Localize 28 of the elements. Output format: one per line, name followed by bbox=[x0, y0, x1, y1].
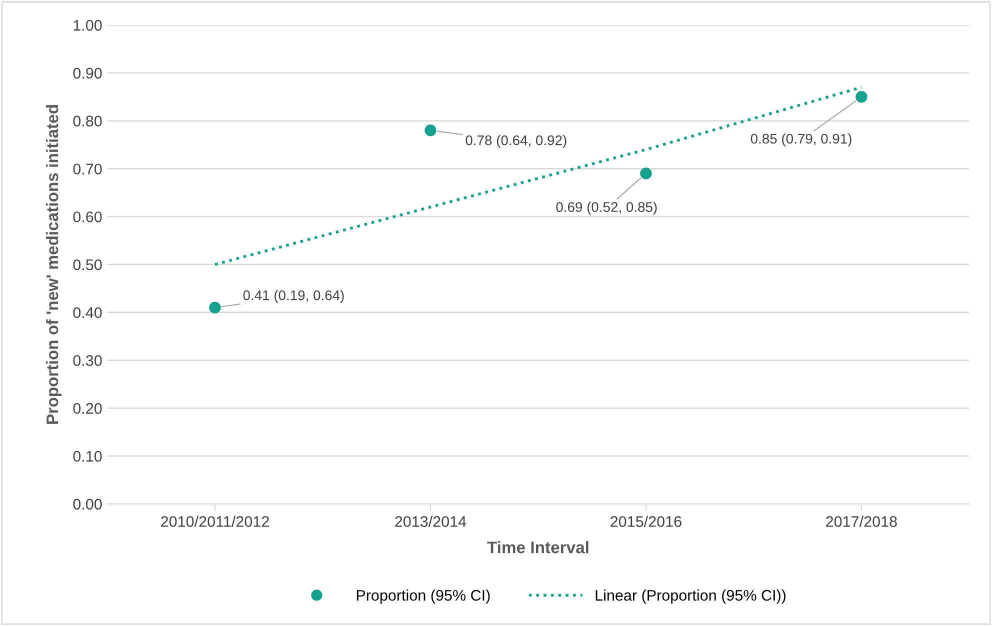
point bbox=[856, 91, 868, 103]
point bbox=[424, 124, 436, 136]
data-label: 0.69 (0.52, 0.85) bbox=[556, 202, 657, 215]
y-tick-label: 0.80 bbox=[73, 116, 102, 127]
data-label: 0.78 (0.64, 0.92) bbox=[466, 135, 566, 148]
x-tick-label: 2015/2016 bbox=[610, 516, 682, 527]
y-tick-label: 0.20 bbox=[73, 403, 102, 414]
x-tick-label: 2013/2014 bbox=[395, 516, 466, 527]
legend-label: Linear (Proportion (95% CI)) bbox=[596, 590, 786, 604]
y-tick-label: 0.40 bbox=[73, 307, 102, 318]
x-tick-label: 2010/2011/2012 bbox=[161, 516, 269, 527]
data-label: 0.85 (0.79, 0.91) bbox=[750, 133, 852, 146]
y-tick-label: 0.00 bbox=[73, 498, 102, 510]
x-tick-label: 2017/2018 bbox=[826, 516, 897, 527]
legend-label: Proportion (95% CI) bbox=[356, 590, 490, 604]
line-series bbox=[214, 86, 863, 266]
y-tick-label: 0.70 bbox=[73, 164, 102, 174]
y-tick-label: 0.60 bbox=[73, 211, 102, 222]
point bbox=[640, 168, 652, 180]
y-tick-label: 0.50 bbox=[73, 259, 102, 270]
y-tick-label: 0.10 bbox=[73, 450, 102, 462]
data-label: 0.41 (0.19, 0.64) bbox=[243, 290, 344, 303]
y-tick-label: 1.00 bbox=[74, 20, 102, 31]
point bbox=[209, 302, 221, 314]
x-axis-title: Time Interval bbox=[487, 541, 588, 554]
y-tick-label: 0.30 bbox=[73, 355, 102, 366]
y-axis-title: Proportion of 'new' medications initiated bbox=[46, 105, 62, 424]
y-tick-label: 0.90 bbox=[73, 68, 102, 79]
